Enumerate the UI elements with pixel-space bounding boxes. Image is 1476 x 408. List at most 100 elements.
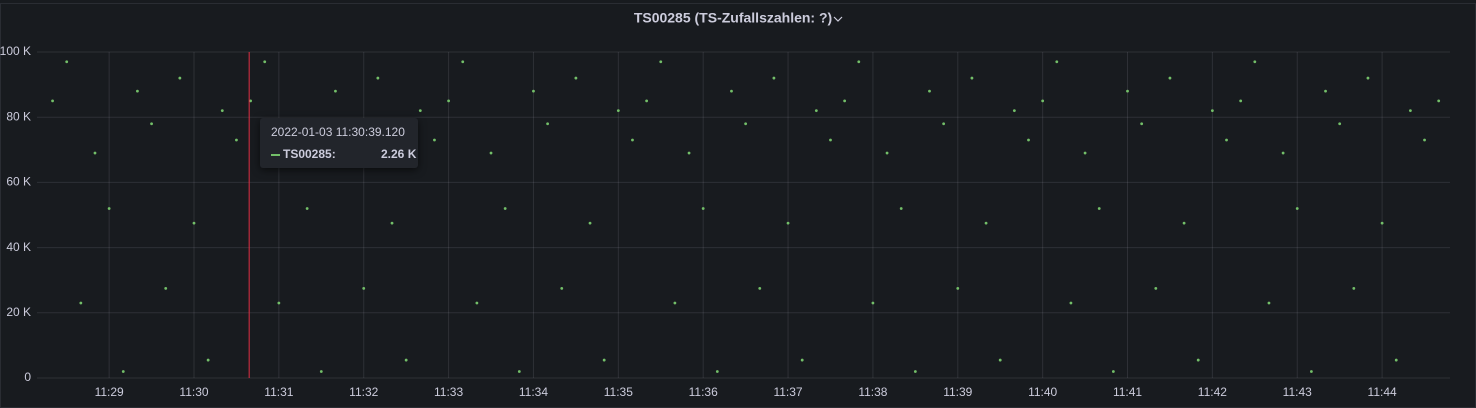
point bbox=[616, 109, 620, 113]
point bbox=[51, 99, 54, 103]
point bbox=[673, 301, 677, 305]
point bbox=[404, 358, 408, 362]
point bbox=[701, 207, 705, 210]
point bbox=[1352, 286, 1356, 290]
point bbox=[631, 138, 634, 142]
tooltip-series-name: TS00285 bbox=[283, 147, 332, 161]
point bbox=[546, 122, 550, 126]
point bbox=[715, 370, 719, 373]
x-tick-label: 11:43 bbox=[1283, 385, 1312, 399]
point bbox=[475, 301, 479, 305]
panel-title[interactable]: TS00285 (TS-Zufallszahlen: ?) bbox=[634, 10, 832, 26]
point bbox=[1154, 286, 1158, 290]
point bbox=[150, 122, 153, 126]
point bbox=[560, 286, 564, 290]
point bbox=[1267, 301, 1271, 305]
point bbox=[998, 358, 1002, 362]
point bbox=[418, 109, 422, 113]
point bbox=[1041, 99, 1045, 103]
point bbox=[758, 286, 762, 290]
point bbox=[1338, 122, 1342, 126]
x-tick-label: 11:42 bbox=[1198, 385, 1227, 399]
point bbox=[277, 301, 281, 305]
point bbox=[136, 89, 139, 93]
point bbox=[461, 60, 465, 64]
point bbox=[1253, 60, 1257, 64]
point bbox=[1196, 358, 1200, 362]
point bbox=[786, 221, 790, 225]
point bbox=[885, 151, 889, 155]
x-tick-label: 11:34 bbox=[519, 385, 548, 399]
tooltip-value: 2.26 K bbox=[381, 147, 417, 161]
point bbox=[1027, 138, 1030, 142]
point bbox=[376, 76, 380, 80]
x-tick-label: 11:30 bbox=[179, 385, 208, 399]
point bbox=[1239, 99, 1243, 103]
point bbox=[871, 301, 875, 305]
point bbox=[1408, 109, 1412, 113]
x-tick-label: 11:31 bbox=[264, 385, 293, 399]
point bbox=[65, 60, 69, 64]
point bbox=[390, 221, 394, 225]
point bbox=[235, 138, 238, 142]
point bbox=[220, 109, 224, 113]
point bbox=[121, 370, 125, 373]
y-tick-label: 40 K bbox=[6, 240, 31, 254]
point bbox=[829, 138, 832, 142]
y-tick-label: 60 K bbox=[6, 175, 31, 189]
point bbox=[107, 207, 111, 210]
point bbox=[1126, 89, 1129, 93]
point bbox=[362, 286, 366, 290]
panel-border bbox=[0, 3, 1476, 408]
point bbox=[588, 221, 592, 225]
point bbox=[334, 89, 337, 93]
tooltip: 2022-01-03 11:30:39.120 TS00285: 2.26 K bbox=[260, 118, 418, 168]
point bbox=[942, 122, 946, 126]
point bbox=[433, 138, 436, 142]
point bbox=[1225, 138, 1228, 142]
x-tick-label: 11:32 bbox=[349, 385, 378, 399]
point bbox=[1083, 151, 1087, 155]
x-tick-label: 11:39 bbox=[943, 385, 972, 399]
point bbox=[305, 207, 309, 210]
point bbox=[1111, 370, 1115, 373]
point bbox=[772, 76, 776, 80]
point bbox=[857, 60, 861, 64]
point bbox=[263, 60, 267, 64]
point bbox=[730, 89, 733, 93]
x-tick-label: 11:36 bbox=[689, 385, 718, 399]
title-chevron[interactable] bbox=[833, 16, 843, 22]
point bbox=[206, 358, 210, 362]
point bbox=[1309, 370, 1313, 373]
y-tick-label: 80 K bbox=[6, 109, 31, 123]
point bbox=[899, 207, 903, 210]
point bbox=[532, 89, 535, 93]
point bbox=[1423, 138, 1426, 142]
tooltip-series: TS00285: bbox=[271, 147, 336, 161]
point bbox=[843, 99, 847, 103]
point bbox=[1069, 301, 1073, 305]
point bbox=[800, 358, 804, 362]
point bbox=[192, 221, 196, 225]
point bbox=[164, 286, 168, 290]
point bbox=[1437, 99, 1441, 103]
point bbox=[517, 370, 521, 373]
point bbox=[744, 122, 748, 126]
y-tick-label: 100 K bbox=[0, 44, 31, 58]
point bbox=[970, 76, 974, 80]
point bbox=[1394, 358, 1398, 362]
point bbox=[503, 207, 507, 210]
point bbox=[1012, 109, 1016, 113]
point bbox=[984, 221, 988, 225]
point bbox=[93, 151, 97, 155]
point bbox=[1281, 151, 1285, 155]
point bbox=[574, 76, 578, 80]
point bbox=[1097, 207, 1101, 210]
point bbox=[1182, 221, 1186, 225]
x-tick-label: 11:40 bbox=[1028, 385, 1057, 399]
point bbox=[913, 370, 917, 373]
y-tick-label: 0 bbox=[24, 370, 31, 384]
point bbox=[814, 109, 818, 113]
